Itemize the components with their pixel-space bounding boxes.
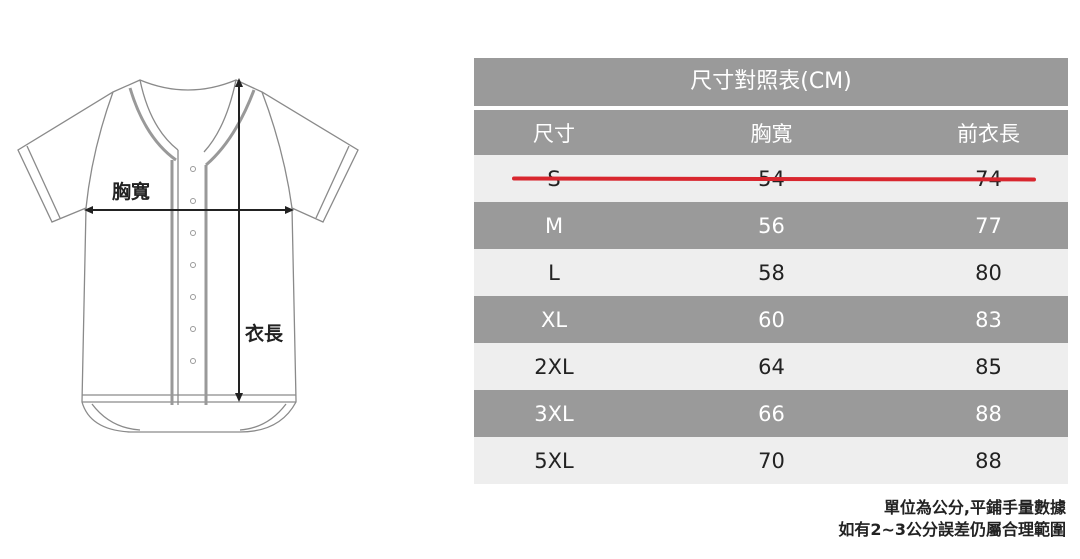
table-header: 尺寸 胸寬 前衣長 (474, 110, 1068, 155)
table-row: 3XL 66 88 (474, 390, 1068, 437)
cell-size: 3XL (534, 401, 574, 426)
cell-length: 80 (975, 260, 1002, 285)
buttons (190, 166, 196, 364)
cell-length: 88 (975, 448, 1002, 473)
note-line-2: 如有2~3公分誤差仍屬合理範圍 (838, 520, 1066, 539)
table-row: L 58 80 (474, 249, 1068, 296)
cell-length: 88 (975, 401, 1002, 426)
cell-chest: 66 (758, 401, 785, 426)
measurement-note: 單位為公分,平鋪手量數據 如有2~3公分誤差仍屬合理範圍 (838, 497, 1066, 541)
size-chart-table: 尺寸對照表(CM) 尺寸 胸寬 前衣長 S5474M5677L5880XL608… (474, 58, 1068, 484)
cell-chest: 56 (758, 213, 785, 238)
cell-size: 2XL (534, 354, 574, 379)
cell-chest: 64 (758, 354, 785, 379)
cell-chest: 58 (758, 260, 785, 285)
table-row: 2XL 64 85 (474, 343, 1068, 390)
table-row: M 56 77 (474, 202, 1068, 249)
header-chest: 胸寬 (750, 121, 793, 146)
header-size: 尺寸 (533, 121, 575, 146)
table-row: 5XL 70 88 (474, 437, 1068, 484)
note-line-1: 單位為公分,平鋪手量數據 (883, 498, 1066, 517)
cell-chest: 60 (758, 307, 785, 332)
cell-chest: 70 (758, 448, 785, 473)
cell-length: 85 (975, 354, 1002, 379)
measure-arrows (84, 78, 294, 402)
cell-size: L (548, 260, 560, 285)
cell-size: M (544, 213, 564, 238)
cell-size: XL (540, 307, 568, 332)
cell-length: 83 (975, 307, 1002, 332)
table-title: 尺寸對照表(CM) (474, 58, 1068, 106)
chest-width-label: 胸寬 (112, 181, 151, 203)
length-label: 衣長 (245, 323, 284, 345)
header-length: 前衣長 (957, 121, 1020, 146)
baseball-jersey-diagram (17, 78, 359, 433)
cell-length: 77 (975, 213, 1002, 238)
table-row: XL 60 83 (474, 296, 1068, 343)
cell-size: 5XL (534, 448, 574, 473)
